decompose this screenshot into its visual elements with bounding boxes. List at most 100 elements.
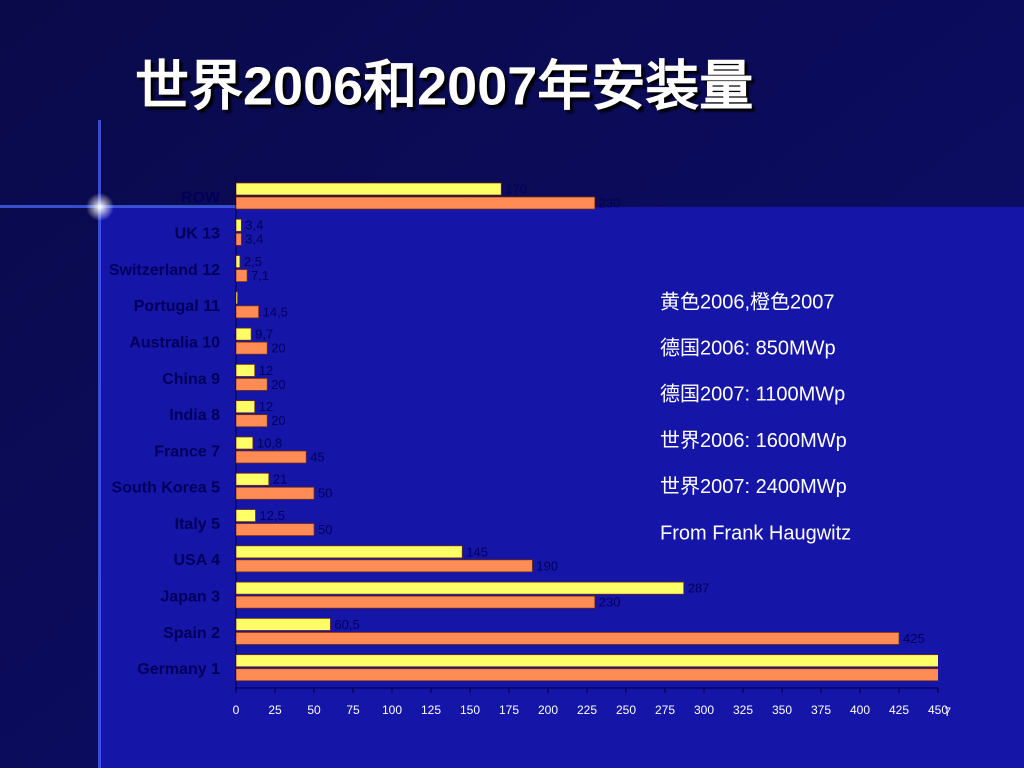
bar bbox=[236, 414, 268, 428]
y-tick-label: USA 4 bbox=[173, 552, 220, 569]
x-tick-label: 200 bbox=[538, 703, 558, 717]
bar bbox=[236, 400, 256, 414]
bar bbox=[236, 559, 533, 573]
value-label: 3,4 bbox=[245, 232, 263, 247]
y-tick-label: Switzerland 12 bbox=[109, 262, 220, 279]
x-tick-label: 275 bbox=[655, 703, 675, 717]
x-tick-label: 400 bbox=[850, 703, 870, 717]
note: 德国2007: 1100MWp bbox=[660, 383, 845, 406]
y-tick-label: South Korea 5 bbox=[112, 480, 221, 497]
y-tick-label: France 7 bbox=[154, 443, 220, 460]
value-label: 3,4 bbox=[245, 218, 263, 233]
x-tick-label: 450 bbox=[928, 703, 948, 717]
note: 德国2006: 850MWp bbox=[660, 336, 836, 359]
bar bbox=[236, 545, 463, 559]
value-label: 21 bbox=[273, 472, 287, 487]
flare bbox=[86, 193, 114, 221]
value-label: 20 bbox=[271, 413, 285, 428]
value-label: 50 bbox=[318, 486, 332, 501]
y-tick-label: Spain 2 bbox=[163, 625, 220, 642]
bar bbox=[236, 378, 268, 391]
note: From Frank Haugwitz bbox=[660, 522, 851, 544]
y-tick-label: India 8 bbox=[169, 407, 220, 424]
bar bbox=[236, 450, 307, 464]
x-tick-label: 425 bbox=[889, 703, 909, 717]
y-tick-label: Portugal 11 bbox=[134, 298, 220, 315]
bar bbox=[236, 436, 254, 450]
value-label: 12 bbox=[259, 363, 273, 378]
value-label: 2,5 bbox=[244, 254, 262, 269]
value-label: 230 bbox=[599, 595, 621, 610]
bar bbox=[236, 654, 938, 668]
x-tick-label: 100 bbox=[382, 703, 402, 717]
chart: 0 25 50 75 100 125 150 175 200 225 250 275 300 325 350… bbox=[109, 176, 948, 717]
bar bbox=[236, 632, 900, 645]
value-label: 425 bbox=[903, 631, 925, 646]
bar bbox=[236, 291, 238, 305]
value-label: 190 bbox=[536, 558, 558, 573]
bar bbox=[236, 486, 315, 500]
value-label: 14,5 bbox=[263, 304, 288, 319]
bar bbox=[236, 341, 268, 355]
bar bbox=[236, 232, 242, 246]
value-label: 12,5 bbox=[260, 508, 285, 523]
value-label: 45 bbox=[310, 449, 324, 464]
x-tick-label: 350 bbox=[772, 703, 792, 717]
value-label: 287 bbox=[688, 581, 710, 596]
y-tick-label: Australia 10 bbox=[129, 335, 220, 352]
page-number: 7 bbox=[944, 705, 951, 719]
value-label: 12 bbox=[259, 399, 273, 414]
x-tick-label: 225 bbox=[577, 703, 597, 717]
x-tick-label: 25 bbox=[268, 703, 282, 717]
note: 世界2006: 1600MWp bbox=[660, 429, 847, 452]
x-tick-label: 375 bbox=[811, 703, 831, 717]
x-tick-label: 50 bbox=[307, 703, 321, 717]
bar bbox=[236, 196, 596, 210]
x-tick-label: 150 bbox=[460, 703, 480, 717]
bar bbox=[236, 472, 270, 486]
value-label: 9,7 bbox=[255, 327, 273, 342]
value-label: 170 bbox=[505, 181, 527, 196]
flare-line bbox=[98, 120, 101, 768]
x-tick-label: 175 bbox=[499, 703, 519, 717]
notes: 黄色2006,橙色2007 德国2006: 850MWp 德国2007: 1100M… bbox=[660, 290, 851, 544]
x-tick-label: 300 bbox=[694, 703, 714, 717]
y-tick-label: UK 13 bbox=[175, 226, 220, 243]
bar bbox=[236, 255, 241, 268]
bar bbox=[236, 618, 331, 631]
bar bbox=[236, 364, 256, 377]
bar bbox=[236, 509, 256, 522]
bar bbox=[236, 218, 242, 232]
value-label: 7,1 bbox=[251, 268, 269, 283]
value-label: 60,5 bbox=[334, 617, 359, 632]
value-label: 20 bbox=[271, 341, 285, 356]
bar bbox=[236, 581, 685, 595]
bar bbox=[236, 305, 259, 319]
x-tick-label: 0 bbox=[233, 703, 240, 717]
note: 黄色2006,橙色2007 bbox=[660, 290, 835, 313]
value-label: 20 bbox=[271, 377, 285, 392]
y-tick-label: ROW bbox=[181, 189, 221, 206]
bar bbox=[236, 668, 938, 682]
value-label: 230 bbox=[599, 195, 621, 210]
bar bbox=[236, 523, 315, 536]
slide-title: 世界2006和2007年安装量 bbox=[135, 56, 753, 116]
y-tick-label: Japan 3 bbox=[160, 589, 220, 606]
x-tick-label: 75 bbox=[346, 703, 360, 717]
y-tick-label: Germany 1 bbox=[137, 661, 220, 678]
x-tick-label: 125 bbox=[421, 703, 441, 717]
bar bbox=[236, 182, 502, 196]
bars bbox=[236, 182, 938, 682]
x-tick-label: 250 bbox=[616, 703, 636, 717]
value-label: 10,8 bbox=[257, 435, 282, 450]
note: 世界2007: 2400MWp bbox=[660, 475, 847, 498]
value-label: 50 bbox=[318, 522, 332, 537]
flare-line bbox=[0, 205, 260, 208]
bar bbox=[236, 327, 252, 341]
y-tick-label: China 9 bbox=[162, 371, 220, 388]
y-tick-label: Italy 5 bbox=[175, 516, 220, 533]
bar bbox=[236, 269, 248, 282]
x-tick-label: 325 bbox=[733, 703, 753, 717]
bar bbox=[236, 595, 596, 609]
